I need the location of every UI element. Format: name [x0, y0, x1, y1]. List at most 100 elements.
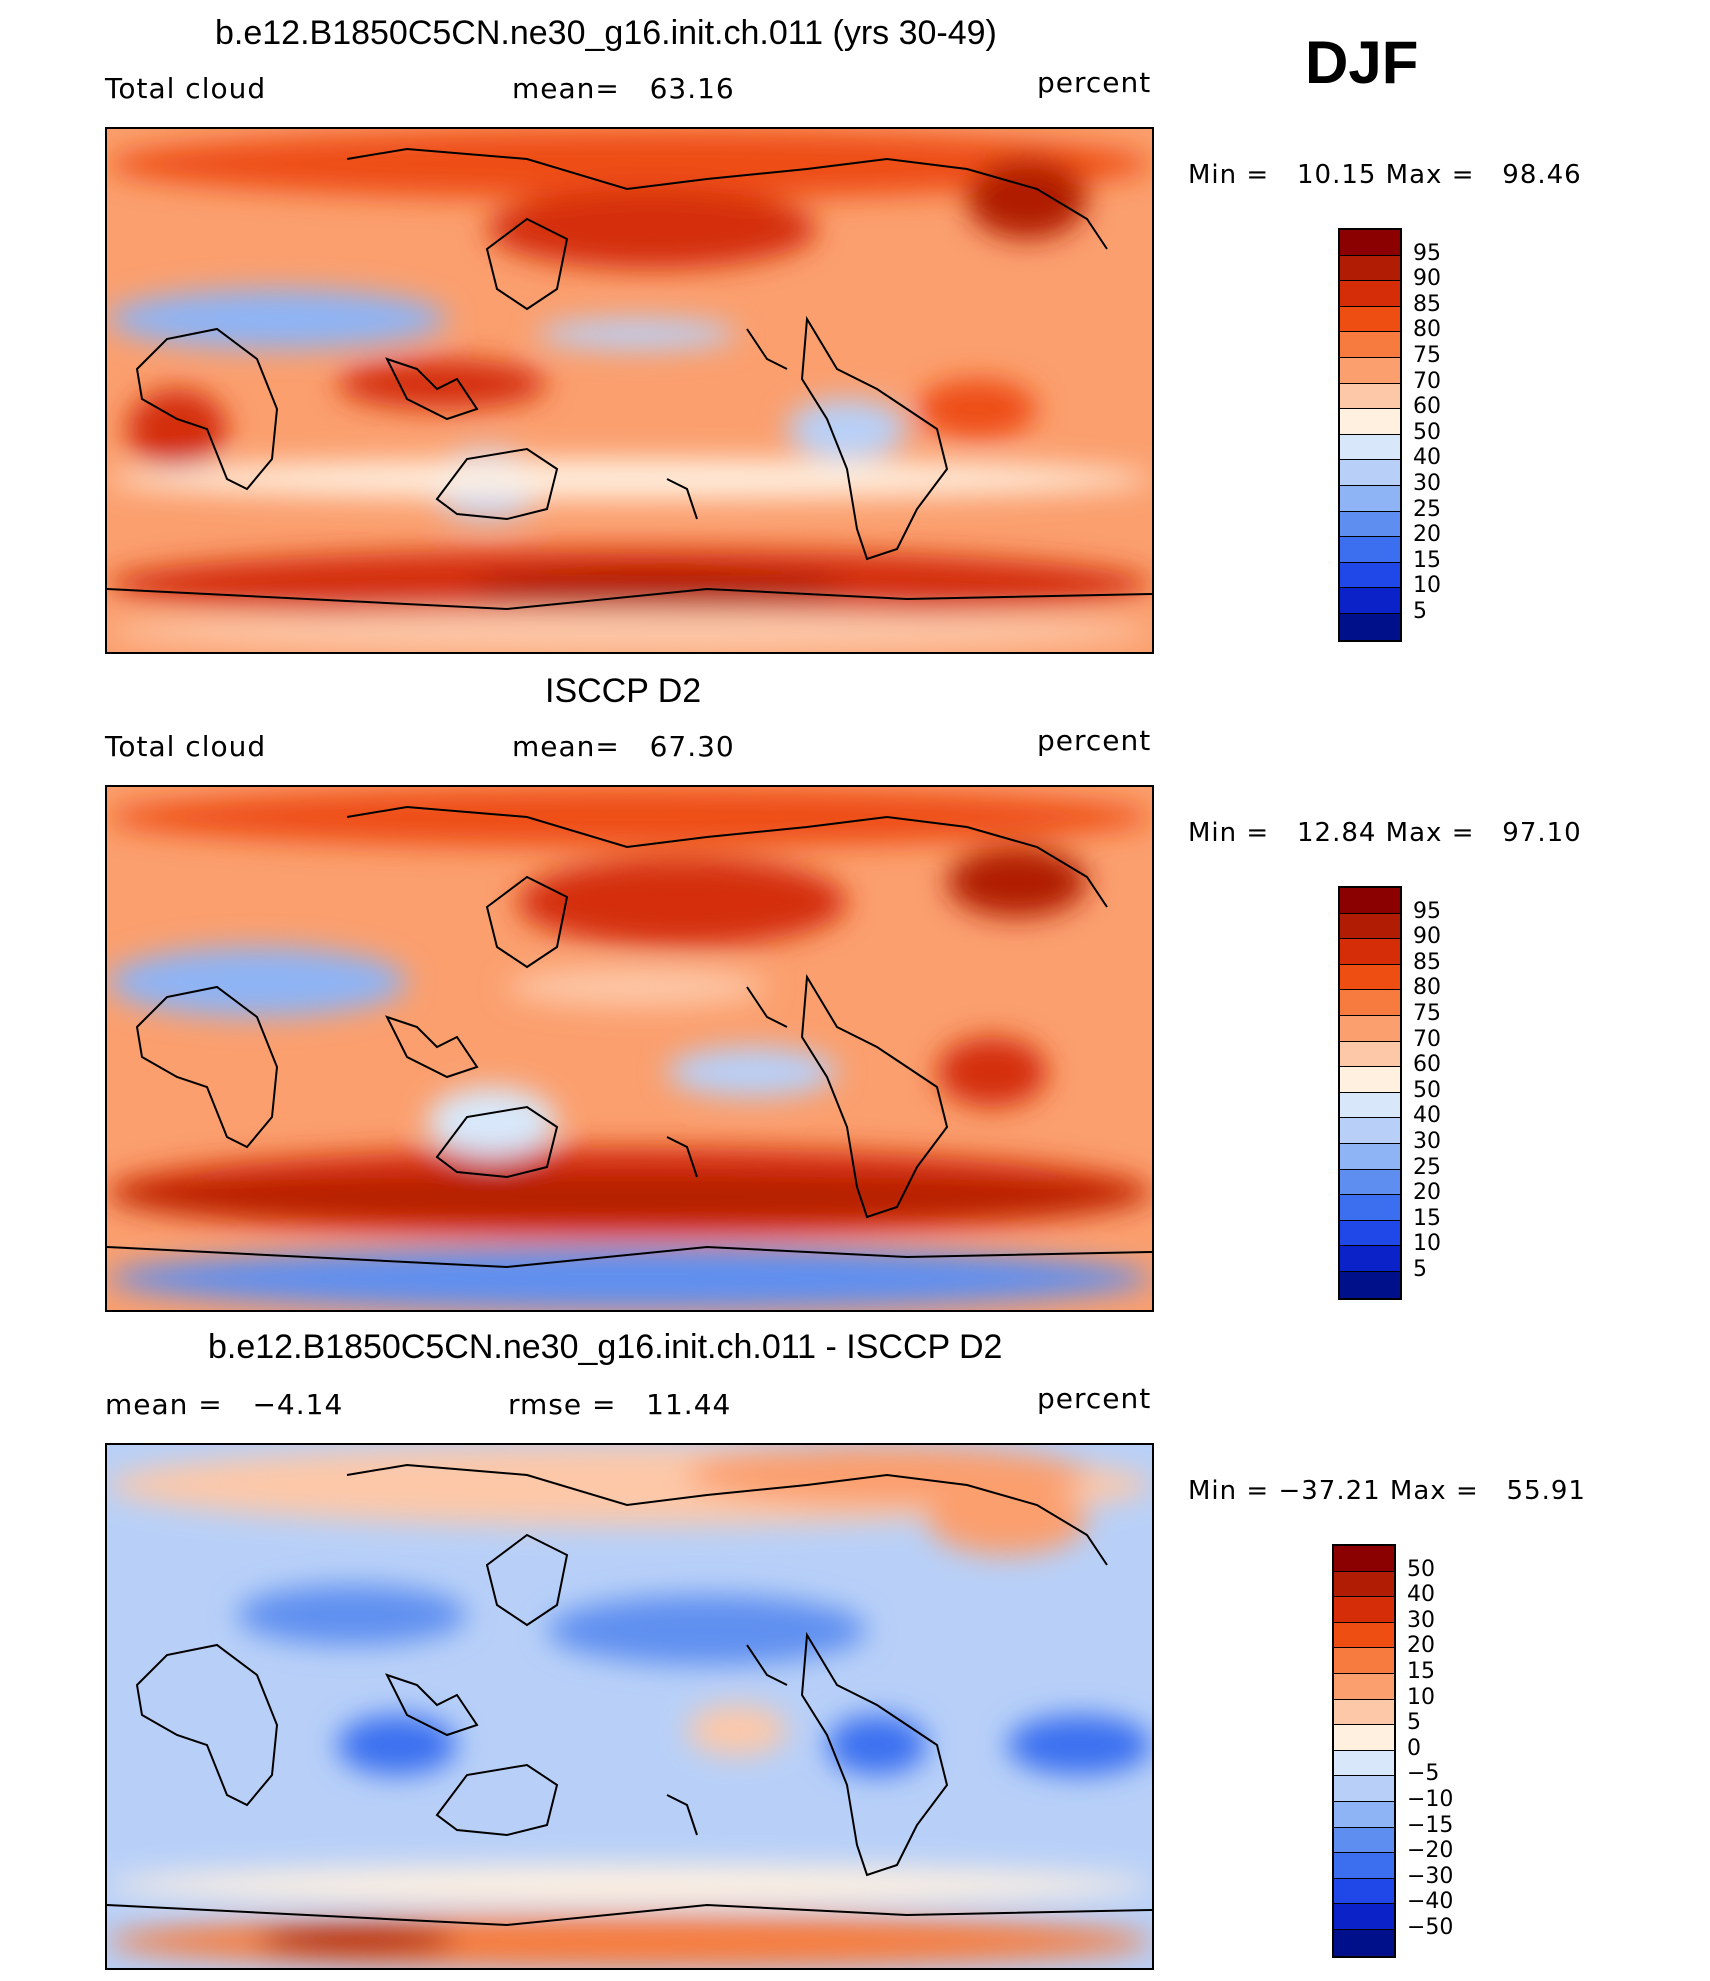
coastline: [485, 217, 569, 311]
field-region: [947, 847, 1087, 917]
colorbar-cell: [1334, 1725, 1394, 1751]
coastline: [666, 478, 698, 520]
colorbar-cell: [1340, 1015, 1400, 1042]
colorbar-tick-label: −50: [1407, 1915, 1454, 1940]
coastline: [666, 1136, 698, 1178]
rmse-label: rmse = 11.44: [508, 1388, 732, 1421]
field-region: [487, 189, 817, 269]
mean-label: mean = −4.14: [105, 1388, 344, 1421]
variable-label: Total cloud: [105, 730, 267, 763]
colorbar-tick-label: 50: [1413, 1077, 1441, 1103]
min-max-label: Min = 12.84 Max = 97.10: [1188, 818, 1582, 848]
colorbar-cell: [1340, 306, 1400, 333]
colorbar-tick-label: 40: [1413, 445, 1441, 471]
colorbar-cell: [1340, 613, 1400, 640]
coastline: [135, 1643, 279, 1807]
colorbar-tick-label: 5: [1407, 1710, 1421, 1736]
colorbar-cell: [1340, 939, 1400, 965]
colorbar-cell: [1334, 1776, 1394, 1802]
colorbar-cell: [1340, 255, 1400, 282]
field-region: [827, 1715, 927, 1775]
field-region: [337, 1715, 457, 1775]
panel-title: b.e12.B1850C5CN.ne30_g16.init.ch.011 - I…: [208, 1328, 1003, 1366]
colorbar-cell: [1340, 511, 1400, 538]
field-region: [107, 1177, 1152, 1217]
colorbar-tick-label: −10: [1407, 1787, 1454, 1812]
field-region: [917, 379, 1037, 439]
colorbar-cell: [1340, 281, 1400, 307]
colorbar-tick-label: 40: [1407, 1582, 1435, 1608]
colorbar-tick-label: 20: [1413, 522, 1441, 548]
coastline: [385, 1673, 479, 1737]
colorbar-tick-label: 60: [1413, 1052, 1441, 1078]
colorbar-cell: [1340, 888, 1400, 914]
field-region: [107, 947, 407, 1017]
colorbar-cell: [1340, 913, 1400, 940]
colorbar-cell: [1340, 1169, 1400, 1196]
coastline: [800, 973, 949, 1219]
colorbar-cells: [1338, 886, 1402, 1300]
colorbar-tick-label: 95: [1413, 898, 1441, 924]
colorbar-cell: [1340, 230, 1400, 256]
colorbar-tick-label: −5: [1407, 1761, 1440, 1787]
colorbar-tick-label: 30: [1413, 1129, 1441, 1154]
field-region: [337, 359, 547, 409]
colorbar-tick-label: 5: [1413, 1257, 1427, 1282]
field-region: [507, 967, 767, 1007]
coastline: [107, 1245, 1152, 1269]
colorbar-cell: [1340, 1143, 1400, 1170]
colorbar-cell: [1340, 485, 1400, 512]
field-region: [787, 399, 907, 459]
colorbar-cell: [1334, 1853, 1394, 1879]
field-region: [107, 289, 447, 349]
colorbar-cell: [1334, 1571, 1394, 1598]
colorbar-tick-label: 15: [1413, 547, 1441, 573]
coastline: [346, 147, 1108, 250]
colorbar-tick-label: −40: [1407, 1889, 1454, 1915]
coastline: [135, 985, 279, 1149]
coastline: [746, 986, 788, 1028]
coastline: [800, 315, 949, 561]
coastline: [435, 1763, 559, 1837]
colorbar-cell: [1340, 990, 1400, 1016]
colorbar-tick-label: 75: [1413, 1001, 1441, 1026]
colorbar-tick-label: 70: [1413, 1026, 1441, 1052]
field-region: [427, 1087, 557, 1157]
colorbar-cell: [1340, 1195, 1400, 1221]
mean-label: mean= 67.30: [512, 730, 735, 763]
units-label: percent: [1037, 1382, 1152, 1415]
field-region: [927, 1485, 1087, 1555]
colorbar-cell: [1340, 332, 1400, 358]
colorbar-cell: [1340, 383, 1400, 410]
field-region: [937, 1037, 1047, 1107]
colorbar-tick-label: 90: [1413, 924, 1441, 950]
colorbar-tick-label: 40: [1413, 1103, 1441, 1129]
colorbar-cells: [1332, 1544, 1396, 1958]
panel-title: b.e12.B1850C5CN.ne30_g16.init.ch.011 (yr…: [215, 14, 997, 52]
min-max-label: Min = 10.15 Max = 98.46: [1188, 160, 1582, 190]
colorbar-tick-label: 70: [1413, 368, 1441, 394]
colorbar-tick-label: 85: [1413, 949, 1441, 975]
colorbar-cell: [1334, 1801, 1394, 1828]
colorbar-cell: [1334, 1929, 1394, 1956]
field-region: [107, 1865, 1152, 1905]
colorbar-cell: [1340, 1067, 1400, 1093]
colorbar-tick-label: 20: [1407, 1633, 1435, 1659]
colorbar-tick-label: 10: [1413, 1231, 1441, 1257]
colorbar-tick-label: 10: [1407, 1684, 1435, 1710]
colorbar-cell: [1334, 1827, 1394, 1854]
colorbar-tick-label: 30: [1407, 1607, 1435, 1633]
colorbar-cell: [1334, 1673, 1394, 1700]
colorbar-tick-label: 50: [1407, 1556, 1435, 1582]
colorbar-tick-label: 80: [1413, 317, 1441, 343]
colorbar-tick-label: 10: [1413, 573, 1441, 599]
colorbar-cell: [1340, 537, 1400, 563]
units-label: percent: [1037, 724, 1152, 757]
variable-label: Total cloud: [105, 72, 267, 105]
field-region: [237, 1585, 467, 1645]
colorbar-tick-label: −15: [1407, 1812, 1454, 1838]
field-region: [547, 1595, 867, 1665]
coastline: [800, 1631, 949, 1877]
coastline: [107, 1903, 1152, 1927]
colorbar-cell: [1334, 1878, 1394, 1905]
